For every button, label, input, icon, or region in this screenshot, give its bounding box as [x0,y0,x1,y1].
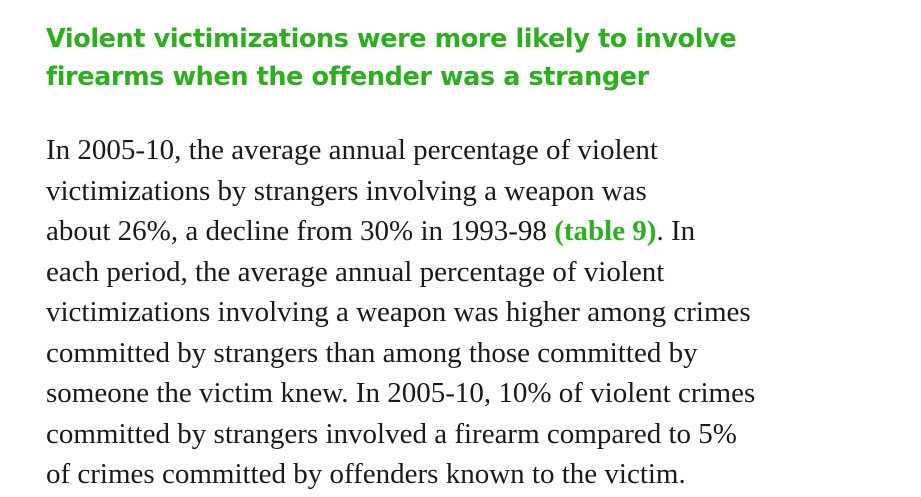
paragraph-line: committed by strangers than among those … [46,336,698,369]
table-9-link[interactable]: (table 9) [554,215,657,247]
section-heading: Violent victimizations were more likely … [46,20,896,96]
document-page: Violent victimizations were more likely … [46,20,896,495]
paragraph-line: In 2005-10, the average annual percentag… [46,134,658,166]
paragraph-line: of crimes committed by offenders known t… [46,458,686,490]
paragraph-line: someone the victim knew. In 2005-10, 10%… [46,377,756,409]
body-paragraph: In 2005-10, the average annual percentag… [46,130,896,495]
paragraph-line: committed by strangers involved a firear… [46,417,737,450]
paragraph-line: victimizations by strangers involving a … [46,174,647,207]
paragraph-line: victimizations involving a weapon was hi… [46,296,751,328]
paragraph-text: about 26%, a decline from 30% in 1993-98 [46,215,555,247]
paragraph-line: about 26%, a decline from 30% in 1993-98… [46,211,896,252]
heading-line: firearms when the offender was a strange… [46,62,649,92]
heading-line: Violent victimizations were more likely … [46,24,737,54]
paragraph-line: each period, the average annual percenta… [46,255,665,288]
paragraph-text: . In [656,215,696,247]
